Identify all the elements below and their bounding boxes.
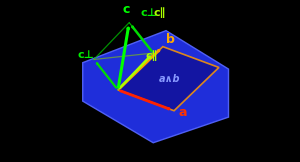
Text: c∥: c∥ <box>153 7 166 18</box>
Text: c⊥: c⊥ <box>140 8 157 18</box>
Text: c∥: c∥ <box>145 51 158 61</box>
Text: b: b <box>166 33 175 46</box>
Text: c⊥: c⊥ <box>78 50 94 60</box>
Text: a∧b: a∧b <box>158 74 180 84</box>
Polygon shape <box>83 31 229 143</box>
Text: a: a <box>179 105 187 119</box>
Text: c: c <box>122 3 130 16</box>
Polygon shape <box>118 47 219 111</box>
